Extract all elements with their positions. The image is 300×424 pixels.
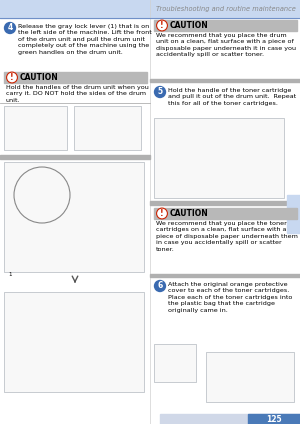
Bar	[154, 118, 284, 198]
Text: 5: 5	[158, 87, 163, 97]
Text: Hold the handle of the toner cartridge
and pull it out of the drum unit.  Repeat: Hold the handle of the toner cartridge a…	[168, 88, 296, 106]
Text: !: !	[160, 209, 164, 218]
Bar	[160, 414, 300, 424]
Text: 4: 4	[8, 23, 13, 33]
Text: We recommend that you place the toner
cartridges on a clean, flat surface with a: We recommend that you place the toner ca…	[156, 221, 298, 251]
Bar	[154, 20, 297, 31]
Bar	[287, 195, 300, 233]
Text: CAUTION: CAUTION	[170, 209, 209, 218]
Bar	[150, 79, 300, 82]
Bar	[206, 352, 294, 402]
Bar	[74, 106, 141, 150]
Bar	[4, 292, 144, 392]
Text: 125: 125	[266, 415, 282, 424]
Text: Troubleshooting and routine maintenance: Troubleshooting and routine maintenance	[156, 6, 296, 12]
Text: C: C	[290, 209, 297, 219]
Bar	[154, 208, 297, 219]
Bar	[150, 274, 300, 277]
Bar	[248, 414, 300, 424]
Bar	[4, 106, 67, 150]
Bar	[0, 155, 150, 159]
Text: Hold the handles of the drum unit when you
carry it. DO NOT hold the sides of th: Hold the handles of the drum unit when y…	[6, 85, 149, 103]
Text: CAUTION: CAUTION	[170, 21, 209, 30]
Text: 1: 1	[8, 272, 11, 277]
Text: 6: 6	[158, 282, 163, 290]
Text: CAUTION: CAUTION	[20, 73, 59, 82]
Text: !: !	[10, 73, 14, 82]
Text: Attach the original orange protective
cover to each of the toner cartridges.
Pla: Attach the original orange protective co…	[168, 282, 292, 312]
Bar	[4, 72, 147, 83]
Bar	[150, 201, 300, 205]
Text: !: !	[160, 21, 164, 30]
Bar	[154, 344, 196, 382]
Bar	[4, 162, 144, 272]
Bar	[0, 0, 300, 18]
Text: Release the gray lock lever (1) that is on
the left side of the machine. Lift th: Release the gray lock lever (1) that is …	[18, 24, 152, 55]
Text: We recommend that you place the drum
unit on a clean, flat surface with a piece : We recommend that you place the drum uni…	[156, 33, 296, 57]
